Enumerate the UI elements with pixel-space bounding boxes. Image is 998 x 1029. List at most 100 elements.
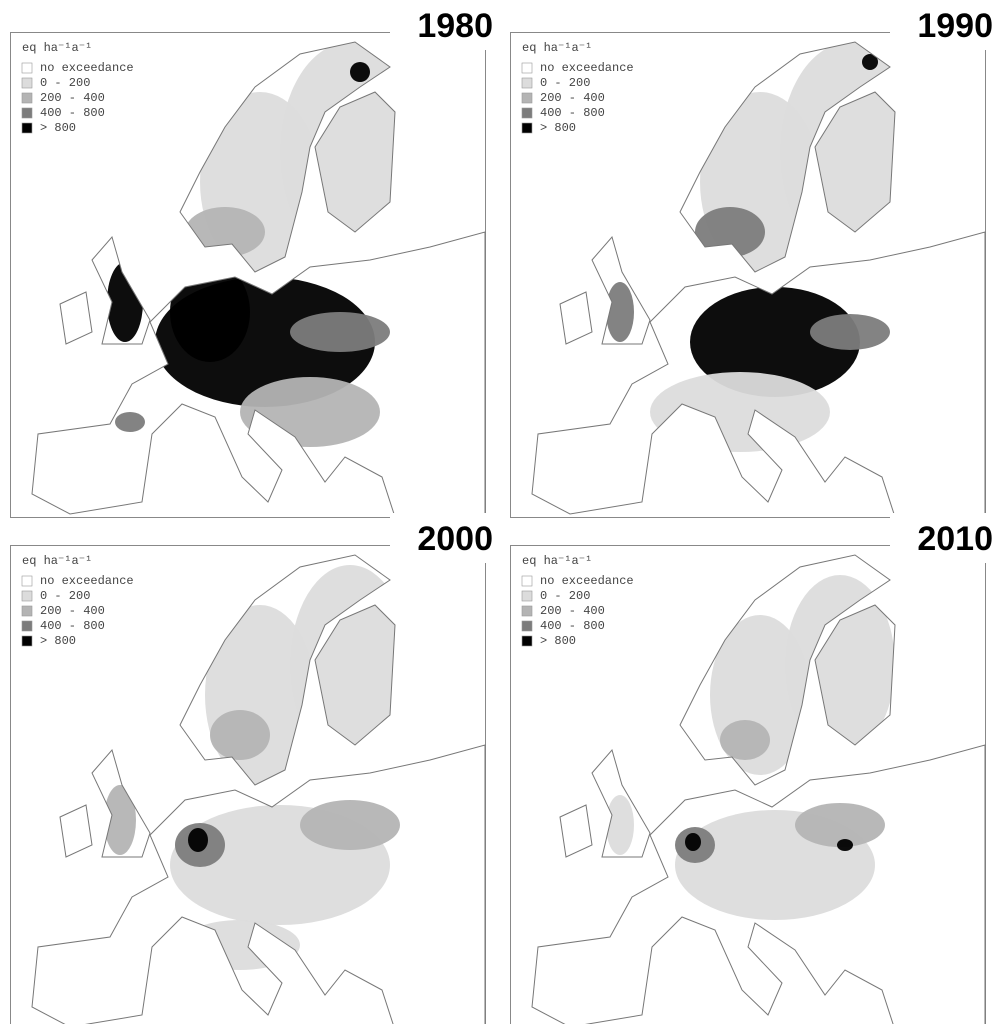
legend-label: 200 - 400 [540,91,605,105]
legend-label: 0 - 200 [40,76,90,90]
exceedance-area [606,282,634,342]
legend-label: no exceedance [540,574,634,588]
coastline [591,235,651,345]
legend-swatch [21,590,33,602]
legend-swatch [521,107,533,119]
legend-swatch [521,77,533,89]
exceedance-area [695,207,765,257]
legend-swatch [521,635,533,647]
legend-swatch [521,575,533,587]
year-background [890,513,990,563]
legend-label: no exceedance [540,61,634,75]
coastline [679,41,891,273]
legend-label: > 800 [540,121,576,135]
legend-swatch [21,92,33,104]
legend-swatch [521,590,533,602]
coastline [59,804,93,858]
country-shape [60,805,92,857]
legend-swatch [21,77,33,89]
exceedance [606,575,895,920]
legend-swatch [21,635,33,647]
exceedance-area [837,839,853,851]
legend-swatch [521,92,533,104]
coastline [591,748,651,858]
legend-label: no exceedance [40,61,134,75]
legend-label: 0 - 200 [40,589,90,603]
legend-swatch [521,62,533,74]
legend-swatch [21,620,33,632]
exceedance-area [104,785,136,855]
legend-label: > 800 [40,634,76,648]
exceedance-area [185,207,265,257]
exceedance-area [290,312,390,352]
exceedance-area [350,62,370,82]
exceedance-area [720,720,770,760]
panel-year: 2010 [917,520,993,558]
legend-swatch [21,605,33,617]
year-background [390,0,490,50]
coastline [531,231,986,518]
year-background [390,513,490,563]
legend-label: no exceedance [40,574,134,588]
legend-title: eq ha⁻¹a⁻¹ [22,41,92,55]
coastline [814,604,896,746]
legend-swatch [21,122,33,134]
legend-label: 0 - 200 [540,76,590,90]
exceedance-area [300,800,400,850]
legend-label: 0 - 200 [540,589,590,603]
year-background [890,0,990,50]
panel-year: 1990 [917,7,993,45]
legend-label: 200 - 400 [40,91,105,105]
legend-swatch [21,575,33,587]
legend-title: eq ha⁻¹a⁻¹ [522,554,592,568]
legend-label: 400 - 800 [40,619,105,633]
exceedance-area [170,262,250,362]
legend-label: 200 - 400 [40,604,105,618]
coastline [314,604,396,746]
legend-swatch [521,620,533,632]
coastline [91,235,151,345]
exceedance-area [115,412,145,432]
legend-swatch [21,62,33,74]
legend-label: > 800 [540,634,576,648]
coastline [559,291,593,345]
exceedance-area [810,314,890,350]
country-shape [60,292,92,344]
legend-title: eq ha⁻¹a⁻¹ [522,41,592,55]
legend-label: 400 - 800 [40,106,105,120]
coastline [31,231,486,518]
coastline [559,804,593,858]
coastline [91,748,151,858]
exceedance-area [690,287,860,397]
exceedance-area [210,710,270,760]
exceedance-area [188,828,208,852]
coastline [31,744,486,1029]
coastline [59,291,93,345]
country-shape [560,805,592,857]
legend-label: 400 - 800 [540,106,605,120]
coastline [179,554,391,786]
legend-label: 400 - 800 [540,619,605,633]
exceedance-area [795,803,885,847]
legend-label: > 800 [40,121,76,135]
coastline [179,41,391,273]
legend-swatch [21,107,33,119]
exceedance-area [862,54,878,70]
coastline [814,91,896,233]
exceedance-area [685,833,701,851]
coastline [314,91,396,233]
coastline [531,744,986,1029]
legend-swatch [521,605,533,617]
panel-year: 1980 [417,7,493,45]
legend-title: eq ha⁻¹a⁻¹ [22,554,92,568]
coastline [679,554,891,786]
legend-label: 200 - 400 [540,604,605,618]
panel-year: 2000 [417,520,493,558]
legend-swatch [521,122,533,134]
country-shape [560,292,592,344]
